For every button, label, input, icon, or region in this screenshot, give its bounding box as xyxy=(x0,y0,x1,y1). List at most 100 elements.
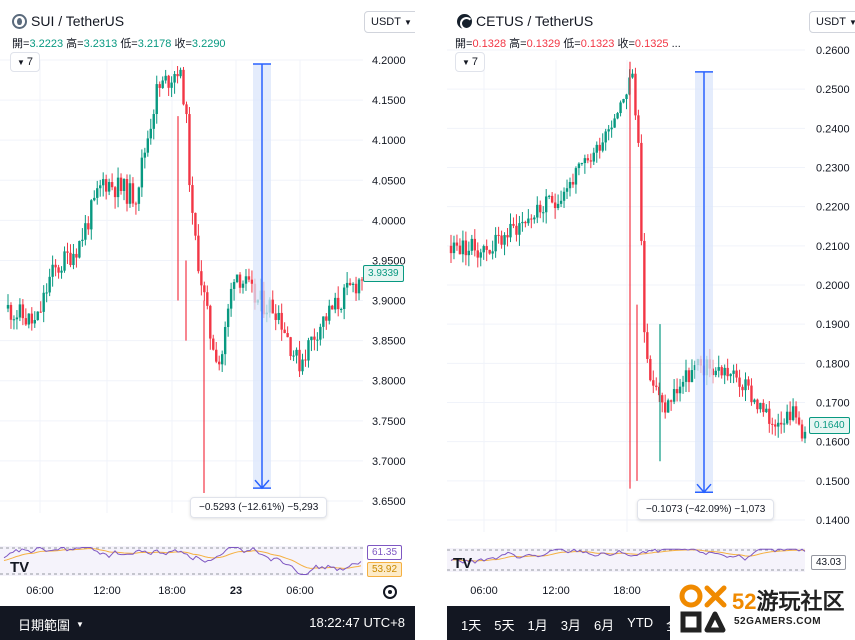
sui-coin-icon xyxy=(12,13,27,29)
candle-body xyxy=(726,367,729,377)
measure-tooltip: −0.5293 (−12.61%) −5,293 xyxy=(190,497,328,518)
clock[interactable]: 18:22:47 UTC+8 xyxy=(309,615,405,630)
collapse-indicators-button[interactable]: ▼ 7 xyxy=(10,52,40,72)
close-value: 0.1325 xyxy=(634,38,669,50)
candle-body xyxy=(506,235,509,238)
price-axis-label: 0.1500 xyxy=(816,476,850,488)
candle-body xyxy=(723,367,726,376)
range-tab[interactable]: 1天 xyxy=(461,618,482,633)
candle-body xyxy=(146,138,150,153)
candle-body xyxy=(57,267,60,273)
currency-button[interactable]: USDT ▼ xyxy=(364,11,415,33)
price-axis-label: 0.2600 xyxy=(816,45,850,57)
candle-body xyxy=(247,276,251,280)
candle-body xyxy=(539,204,542,213)
symbol-title[interactable]: CETUS / TetherUS xyxy=(457,13,594,30)
rsi-line xyxy=(3,546,362,575)
candle-body xyxy=(134,203,138,205)
price-axis-label: 4.0500 xyxy=(372,175,406,187)
rsi-band xyxy=(0,546,363,576)
candle-body xyxy=(610,127,613,130)
range-tab[interactable]: 5天 xyxy=(494,618,515,633)
price-axis-label: 3.7000 xyxy=(372,456,406,468)
range-tabs: 1天 5天 1月 3月 6月 YTD 全 xyxy=(461,615,679,634)
candle-body xyxy=(666,400,670,413)
cetus-chart-panel[interactable]: 0.2600 0.2500 0.2400 0.2300 0.2200 0.2100 0.20… xyxy=(447,0,855,640)
collapse-indicators-button[interactable]: ▼ 7 xyxy=(455,52,485,72)
symbol-title[interactable]: SUI / TetherUS xyxy=(12,13,124,29)
candle-body xyxy=(497,234,500,236)
candle-body xyxy=(663,402,667,413)
candle-body xyxy=(206,292,209,306)
chevron-down-icon: ▼ xyxy=(403,17,412,27)
symbol-name: SUI / TetherUS xyxy=(31,13,125,29)
candle-body xyxy=(188,114,191,186)
time-axis[interactable]: 06:00 12:00 18:00 xyxy=(447,580,855,604)
cetus-coin-icon xyxy=(457,13,473,30)
price-axis-label: 0.1800 xyxy=(816,358,850,370)
candle-body xyxy=(42,292,45,312)
candle-body xyxy=(681,381,685,387)
candle-body xyxy=(780,422,783,425)
sui-chart-canvas[interactable]: 4.2000 4.1500 4.1000 4.0500 4.0000 3.9500 3.90… xyxy=(0,0,415,606)
candle-body xyxy=(179,69,182,77)
candle-body xyxy=(328,305,331,321)
candle-body xyxy=(342,287,346,309)
candle-body xyxy=(99,185,102,189)
candle-body xyxy=(750,385,753,403)
candle-body xyxy=(143,152,147,158)
candle-body xyxy=(140,157,144,188)
candle-body xyxy=(110,182,114,188)
range-tab[interactable]: 1月 xyxy=(527,618,548,633)
candle-body xyxy=(485,246,488,250)
open-value: 3.2223 xyxy=(29,38,64,50)
candle-body xyxy=(652,380,655,386)
close-value: 3.2290 xyxy=(191,38,226,50)
currency-button[interactable]: USDT ▼ xyxy=(809,11,855,33)
candle-body xyxy=(235,274,239,283)
rsi-value-badge: 43.03 xyxy=(811,555,847,570)
price-axis-label: 3.8000 xyxy=(372,376,406,388)
candle-body xyxy=(289,337,292,357)
candle-body xyxy=(515,225,518,235)
candle-body xyxy=(122,178,126,191)
candle-body xyxy=(556,203,560,209)
candle-body xyxy=(116,177,120,198)
candle-body xyxy=(164,75,167,81)
price-axis-label: 0.1400 xyxy=(816,515,850,527)
rsi-line xyxy=(450,548,806,564)
candle-body xyxy=(717,367,720,371)
candle-body xyxy=(191,185,194,213)
symbol-name: CETUS / TetherUS xyxy=(476,13,594,29)
range-tab[interactable]: 3月 xyxy=(560,618,581,633)
gear-icon[interactable] xyxy=(383,585,397,599)
candle-body xyxy=(687,370,691,383)
price-axis-label: 4.0000 xyxy=(372,215,406,227)
time-axis[interactable]: 06:00 12:00 18:00 23 06:00 xyxy=(0,580,415,604)
candle-body xyxy=(646,332,649,359)
candle-body xyxy=(241,283,245,288)
candle-body xyxy=(791,406,795,421)
candle-body xyxy=(9,304,13,320)
candle-body xyxy=(212,338,215,350)
cetus-chart-canvas[interactable]: 0.2600 0.2500 0.2400 0.2300 0.2200 0.2100 0.20… xyxy=(447,0,855,606)
chart-header: CETUS / TetherUS 開=0.1328 高=0.1329 低=0.1… xyxy=(447,0,855,52)
candle-body xyxy=(331,305,334,310)
candle-body xyxy=(524,221,527,224)
candle-body xyxy=(229,288,233,309)
date-range-button[interactable]: 日期範圍 ▼ xyxy=(18,618,84,633)
candle-body xyxy=(334,297,337,310)
candle-body xyxy=(672,389,676,402)
candle-body xyxy=(530,218,533,220)
sui-chart-panel[interactable]: 4.2000 4.1500 4.1000 4.0500 4.0000 3.9500 3.90… xyxy=(0,0,415,640)
bottom-toolbar: 日期範圍 ▼ 18:22:47 UTC+8 xyxy=(0,606,415,640)
candle-body xyxy=(277,312,280,320)
range-tab[interactable]: 6月 xyxy=(593,618,615,633)
candle-body xyxy=(298,349,301,372)
candle-body xyxy=(66,251,69,253)
low-value: 3.2178 xyxy=(137,38,172,50)
ohlc-legend: 開=3.2223 高=3.2313 低=3.2178 收=3.2290 xyxy=(12,38,226,50)
site-watermark: 52游玩社区 52GAMERS.COM xyxy=(670,578,855,640)
ohlc-legend: 開=0.1328 高=0.1329 低=0.1323 收=0.1325 ... xyxy=(455,38,681,50)
range-tab[interactable]: YTD xyxy=(627,615,654,630)
